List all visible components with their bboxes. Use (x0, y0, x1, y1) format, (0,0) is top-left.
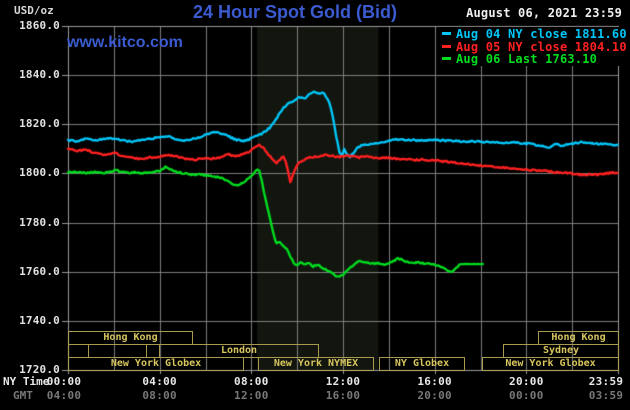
x-axis-label-gmt: 16:00 (325, 389, 361, 402)
x-axis-label-ny: 12:00 (325, 375, 361, 388)
y-axis-label: 1760.0 (19, 264, 60, 278)
legend-row-aug04: Aug 04 NY close 1811.60 (438, 28, 629, 41)
x-axis-label-gmt: 20:00 (417, 389, 452, 402)
x-axis-label-gmt: 04:00 (46, 389, 82, 402)
session-box (68, 344, 89, 358)
x-axis-label-ny: 04:00 (142, 375, 177, 388)
session-box-new-york-nymex: New York NYMEX (258, 357, 374, 371)
y-axis-label: 1720.0 (19, 363, 60, 376)
y-axis-label: 1740.0 (19, 313, 60, 327)
session-box-sydney: Sydney (503, 344, 619, 358)
y-axis-label: 1840.0 (19, 68, 60, 82)
x-axis-label-gmt: 12:00 (234, 389, 269, 402)
ny-time-axis-caption: NY Time (3, 375, 50, 388)
session-box (88, 344, 147, 358)
y-axis-label: 1780.0 (19, 215, 60, 229)
session-label: NY Globex (394, 358, 450, 369)
page-title: 24 Hour Spot Gold (Bid) (193, 2, 397, 22)
x-axis-label-ny: 00:00 (46, 375, 82, 388)
x-axis-label-ny: 16:00 (417, 375, 452, 388)
y-axis-label: 1820.0 (19, 117, 60, 131)
session-label: London (220, 345, 258, 356)
session-label: New York Globex (505, 358, 596, 369)
session-label: Sydney (542, 345, 580, 356)
aug04-line-swatch (442, 32, 451, 35)
datetime-label: August 06, 2021 23:59 (466, 6, 622, 20)
x-axis-label-gmt: 00:00 (509, 389, 544, 402)
session-box-ny-globex: NY Globex (379, 357, 465, 371)
y-axis-label: 1860.0 (19, 19, 60, 32)
session-box-new-york-globex: New York Globex (482, 357, 619, 371)
session-box-hong-kong: Hong Kong (68, 331, 193, 345)
legend-label-aug05: Aug 05 NY close 1804.10 (456, 39, 627, 54)
session-box-london: London (159, 344, 319, 358)
aug06-line-swatch (442, 57, 451, 61)
session-label: Hong Kong (103, 332, 158, 343)
unit-label: USD/oz (14, 4, 54, 17)
session-box-hong-kong: Hong Kong (538, 331, 619, 345)
aug05-line-swatch (442, 44, 451, 48)
kitco-watermark-link[interactable]: www.kitco.com (67, 34, 183, 51)
y-axis-label: 1800.0 (19, 166, 60, 180)
session-label: Hong Kong (551, 332, 606, 343)
session-box-new-york-globex: New York Globex (68, 357, 244, 371)
legend-row-aug06: Aug 06 Last 1763.10 (438, 53, 629, 66)
x-axis-label-gmt: 08:00 (142, 389, 177, 402)
session-label: New York Globex (110, 358, 202, 369)
session-label: New York NYMEX (273, 358, 359, 369)
x-axis-label-gmt: 03:59 (588, 389, 624, 402)
legend-label-aug06: Aug 06 Last 1763.10 (456, 52, 598, 67)
x-axis-label-ny: 23:59 (588, 375, 624, 388)
x-axis-label-ny: 20:00 (509, 375, 544, 388)
legend-row-aug05: Aug 05 NY close 1804.10 (438, 39, 629, 54)
legend-label-aug04: Aug 04 NY close 1811.60 (456, 27, 627, 41)
x-axis-label-ny: 08:00 (234, 375, 269, 388)
gmt-axis-caption: GMT (13, 389, 33, 402)
legend: Aug 04 NY close 1811.60 Aug 05 NY close … (438, 27, 629, 66)
